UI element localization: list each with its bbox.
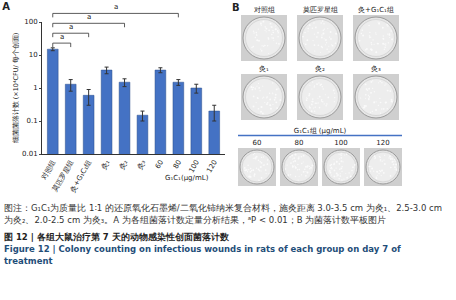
svg-text:B: B <box>232 2 240 13</box>
svg-text:G₁C₁组 (μg/mL): G₁C₁组 (μg/mL) <box>294 127 347 135</box>
svg-text:a: a <box>60 33 64 41</box>
svg-text:10: 10 <box>29 51 38 59</box>
svg-text:a: a <box>69 23 73 31</box>
html-text:图注：G₁C₁为质量比 1∶1 的还原氧化石墨烯/二氧化铈纳: 图注：G₁C₁为质量比 1∶1 的还原氧化石墨烯/二氧化铈纳米复合材料，施灸距离… <box>4 203 442 225</box>
svg-text:100: 100 <box>334 139 347 147</box>
svg-text:灸₁: 灸₁ <box>259 65 269 73</box>
svg-text:莫匹罗星组: 莫匹罗星组 <box>51 159 75 193</box>
svg-text:对照组: 对照组 <box>40 159 57 181</box>
svg-text:0.1: 0.1 <box>26 117 37 125</box>
svg-text:60: 60 <box>253 139 262 147</box>
html-text:图 12 | 各组大鼠治疗第 7 天的动物感染性创面菌落计数: 图 12 | 各组大鼠治疗第 7 天的动物感染性创面菌落计数 <box>4 232 229 242</box>
html-text:Figure 12 | Colony counting on: Figure 12 | Colony counting on infectiou… <box>4 244 401 266</box>
svg-text:120: 120 <box>376 139 389 147</box>
svg-text:0.01: 0.01 <box>22 150 38 158</box>
svg-text:80: 80 <box>172 159 183 171</box>
svg-text:灸₃: 灸₃ <box>371 65 381 73</box>
svg-text:灸+G₁C₁组: 灸+G₁C₁组 <box>358 6 394 14</box>
svg-text:灸+G₁C₁组: 灸+G₁C₁组 <box>69 159 94 194</box>
svg-text:A: A <box>2 1 10 12</box>
svg-text:100: 100 <box>187 159 201 175</box>
svg-text:莫匹罗星组: 莫匹罗星组 <box>303 6 338 14</box>
svg-text:细菌菌落计数 (×10⁴CFU/ 每个创面): 细菌菌落计数 (×10⁴CFU/ 每个创面) <box>12 33 20 144</box>
svg-text:灸₃: 灸₃ <box>135 158 147 171</box>
svg-text:灸₂: 灸₂ <box>315 65 325 73</box>
svg-text:120: 120 <box>205 159 219 175</box>
svg-text:灸₂: 灸₂ <box>117 158 129 171</box>
svg-text:100: 100 <box>24 18 37 26</box>
svg-text:G₁C₁(μg/mL): G₁C₁(μg/mL) <box>165 174 209 182</box>
svg-text:80: 80 <box>295 139 304 147</box>
svg-text:灸₁: 灸₁ <box>100 158 112 171</box>
svg-text:a: a <box>114 3 118 11</box>
svg-text:对照组: 对照组 <box>254 6 275 14</box>
svg-text:1: 1 <box>33 84 37 92</box>
svg-text:60: 60 <box>154 159 165 171</box>
svg-text:a: a <box>87 13 91 21</box>
